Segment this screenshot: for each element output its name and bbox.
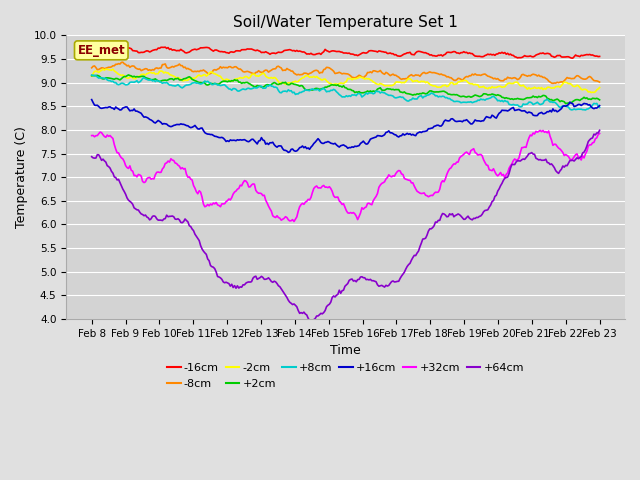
Text: EE_met: EE_met [77,44,125,57]
X-axis label: Time: Time [330,344,361,357]
Legend: -16cm, -8cm, -2cm, +2cm, +8cm, +16cm, +32cm, +64cm: -16cm, -8cm, -2cm, +2cm, +8cm, +16cm, +3… [163,359,529,393]
Title: Soil/Water Temperature Set 1: Soil/Water Temperature Set 1 [233,15,458,30]
Y-axis label: Temperature (C): Temperature (C) [15,126,28,228]
